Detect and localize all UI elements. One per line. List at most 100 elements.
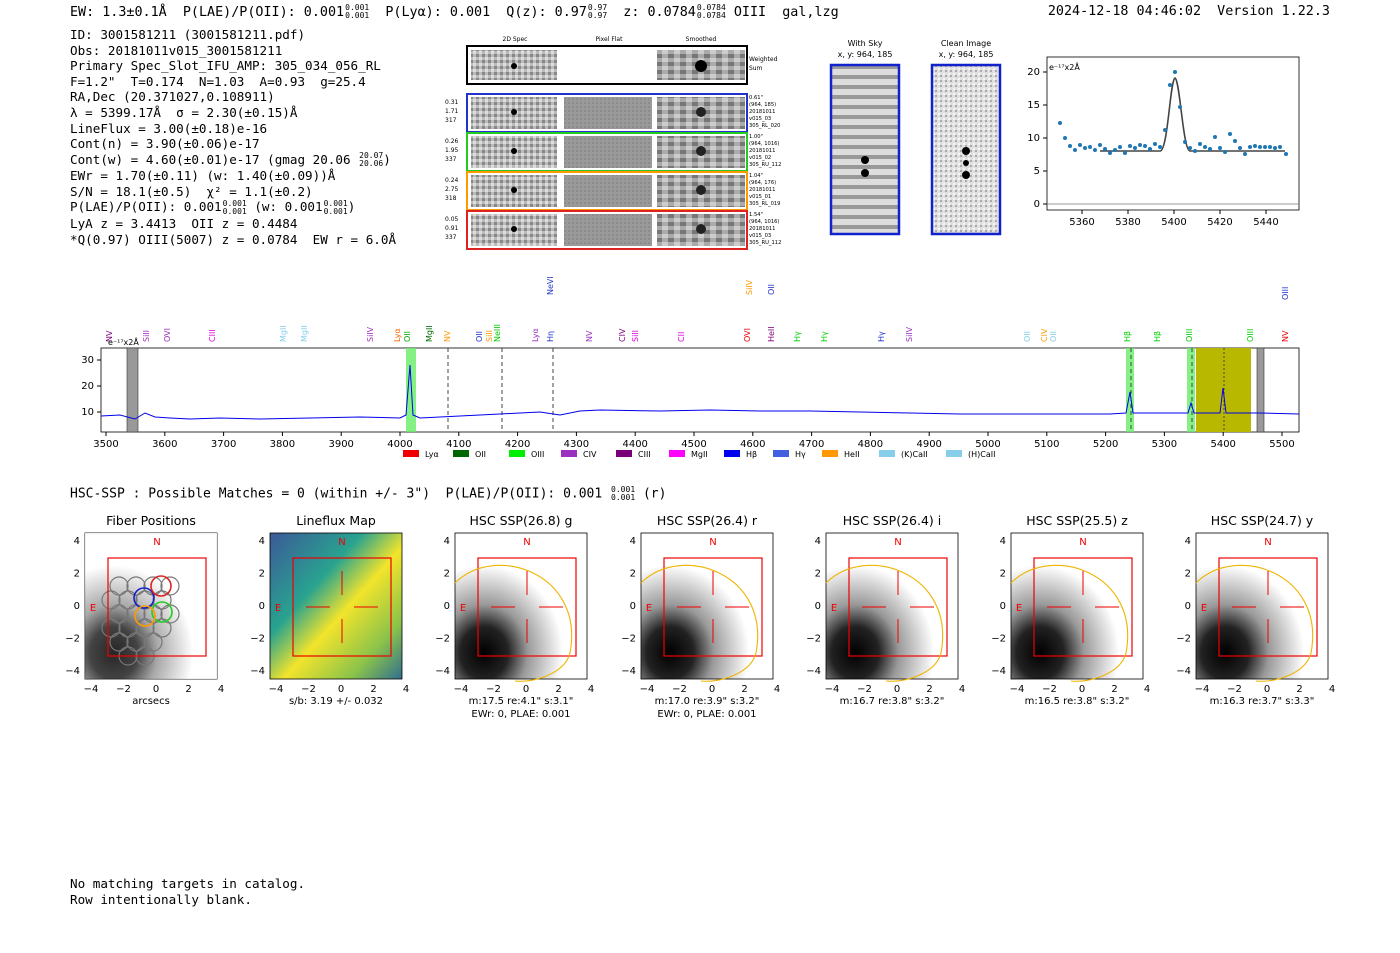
catalog-note: No matching targets in catalog.	[70, 876, 306, 891]
hsc-xtick: 4	[218, 684, 224, 695]
hsc-panel-title: HSC SSP(24.7) y	[1211, 513, 1314, 528]
legend-label: OIII	[531, 450, 544, 459]
spectrum-xtick-label: 4300	[564, 439, 589, 450]
emission-line-label: OII	[475, 331, 484, 342]
cutout-flat	[564, 97, 652, 129]
spectrum-xtick-label: 5000	[975, 439, 1000, 450]
ellipse-fit	[1195, 564, 1314, 682]
spectrum-xtick-label: 3900	[328, 439, 353, 450]
north-label: N	[1079, 537, 1086, 548]
aperture-box	[1033, 557, 1133, 657]
hsc-ytick: 4	[444, 536, 450, 547]
hsc-panel-footer: m:17.5 re:4.1" s:3.1"	[469, 696, 574, 707]
hsc-panel-group: Fiber Positions N E 4 2 0 −2 −4 −4 −2 0 2 4 arcsecs Li…	[65, 513, 1335, 720]
fiber-cutouts: 2D Spec Pixel Flat Smoothed Weighted Sum…	[445, 36, 781, 250]
north-label: N	[523, 537, 530, 548]
hsc-xtick: −4	[640, 684, 655, 695]
legend-label: Lyα	[425, 450, 439, 459]
hsc-ytick: −2	[1176, 634, 1191, 645]
cutout-meta: 1.00"	[749, 134, 763, 140]
lambda-line: λ = 5399.17Å σ = 2.30(±0.15)Å	[70, 104, 298, 120]
plae-line: P(LAE)/P(OII): 0.001 0.001 0.001 (w: 0.001…	[70, 198, 356, 216]
hsc-header: HSC-SSP : Possible Matches = 0 (within +…	[70, 485, 667, 502]
legend-label: OII	[475, 450, 486, 459]
cutout-stat: 0.31	[445, 99, 459, 106]
emission-line-label: NeIII	[493, 324, 502, 342]
hsc-xtick: −2	[1042, 684, 1057, 695]
detection-info: ID: 3001581211 (3001581211.pdf) Obs: 2018…	[70, 27, 396, 247]
contw-line: Cont(w) = 4.60(±0.01)e-17 (gmag 20.06 20…	[70, 151, 391, 169]
hsc-ytick: 2	[444, 569, 450, 580]
plya-value: P(Lyα): 0.001	[385, 5, 491, 20]
spectrum-legend: Lyα OII OIII CIV CIII MgII Hβ Hγ HeII (K)CaII (H)C…	[403, 450, 995, 459]
hsc-xtick: 2	[926, 684, 932, 695]
ewr-line: EWr = 1.70(±0.11) (w: 1.40(±0.09))Å	[70, 168, 336, 184]
spectrum-xtick-label: 4400	[622, 439, 647, 450]
hsc-ytick: −4	[991, 666, 1006, 677]
east-label: E	[460, 603, 466, 614]
hsc-ytick: 4	[259, 536, 265, 547]
zoom-data-points	[1058, 70, 1288, 156]
cutout-flat	[564, 136, 652, 168]
spectrum-ytick-label: 30	[81, 355, 94, 366]
cutout-meta: (964, 1016)	[749, 219, 779, 225]
legend-label: (K)CaII	[901, 450, 928, 459]
sky-coords-1: x, y: 964, 185	[838, 50, 893, 59]
spectrum-xtick-label: 4200	[505, 439, 530, 450]
north-label: N	[709, 537, 716, 548]
zoom-ytick-label: 15	[1027, 100, 1040, 111]
hsc-xtick: 0	[153, 684, 159, 695]
emission-line-label: OVI	[163, 328, 172, 342]
east-label: E	[831, 603, 837, 614]
hsc-panel-image	[1010, 532, 1144, 680]
weighted-label-2: Sum	[749, 65, 763, 72]
timestamp-version: 2024-12-18 04:46:02 Version 1.22.3	[1047, 4, 1330, 19]
cutout-stat: 1.95	[445, 147, 459, 154]
emission-line-label: CIV	[1040, 328, 1049, 342]
emission-line-label: CIV	[618, 328, 627, 342]
east-label: E	[275, 603, 281, 614]
hb-highlight	[1126, 348, 1134, 432]
spectrum-ytick-label: 20	[81, 381, 94, 392]
hsc-panel-image	[640, 532, 774, 680]
hsc-ytick: 0	[630, 601, 636, 612]
hsc-xtick: 4	[959, 684, 965, 695]
zoom-xtick-label: 5360	[1069, 217, 1094, 228]
hsc-xtick: 2	[185, 684, 191, 695]
ellipse-fit	[1010, 564, 1129, 682]
spectrum-xtick-label: 3700	[211, 439, 236, 450]
zoom-ytick-label: 0	[1034, 199, 1040, 210]
emission-line-label: NV	[105, 330, 114, 342]
cutout-meta: 305_RL_019	[749, 201, 781, 207]
legend-swatch	[822, 450, 838, 457]
spectrum-xtick-label: 4900	[916, 439, 941, 450]
zoom-xtick-label: 5380	[1115, 217, 1140, 228]
emission-line-label: OII	[1023, 331, 1032, 342]
hsc-ytick: 4	[815, 536, 821, 547]
cutout-meta: v015_03	[749, 233, 771, 239]
spectrum-xtick-label: 5100	[1034, 439, 1059, 450]
emission-line-label: SiII	[485, 330, 494, 342]
cutout-stat: 337	[445, 156, 457, 163]
z-frac: 0.0784 0.0784	[696, 3, 726, 20]
ew-value: EW: 1.3±0.1Å	[70, 5, 167, 20]
emission-line-label: Hβ	[1123, 331, 1132, 342]
hsc-xtick: 4	[1329, 684, 1335, 695]
emission-line-label: Lyα	[531, 328, 540, 342]
q-line: *Q(0.97) OIII(5007) z = 0.0784 EW r = 6.…	[70, 231, 397, 247]
aperture-box	[107, 557, 207, 657]
spectrum-xticks: 3500 3600 3700 3800 3900 4000 4100 4200 4300 4400…	[93, 432, 1295, 450]
legend-swatch	[561, 450, 577, 457]
hsc-ytick: 4	[630, 536, 636, 547]
hsc-xtick: −4	[1195, 684, 1210, 695]
legend-swatch	[879, 450, 895, 457]
spectrum-xtick-label: 4500	[681, 439, 706, 450]
aperture-box	[663, 557, 763, 657]
hsc-xtick: −2	[116, 684, 131, 695]
cutout-meta: 1.54"	[749, 212, 763, 218]
legend-label: HeII	[844, 450, 860, 459]
emission-line-label: SiIV	[905, 326, 914, 342]
hsc-ytick: 4	[1000, 536, 1006, 547]
spectrum-xtick-label: 4700	[799, 439, 824, 450]
cutout-stat: 0.26	[445, 138, 459, 145]
